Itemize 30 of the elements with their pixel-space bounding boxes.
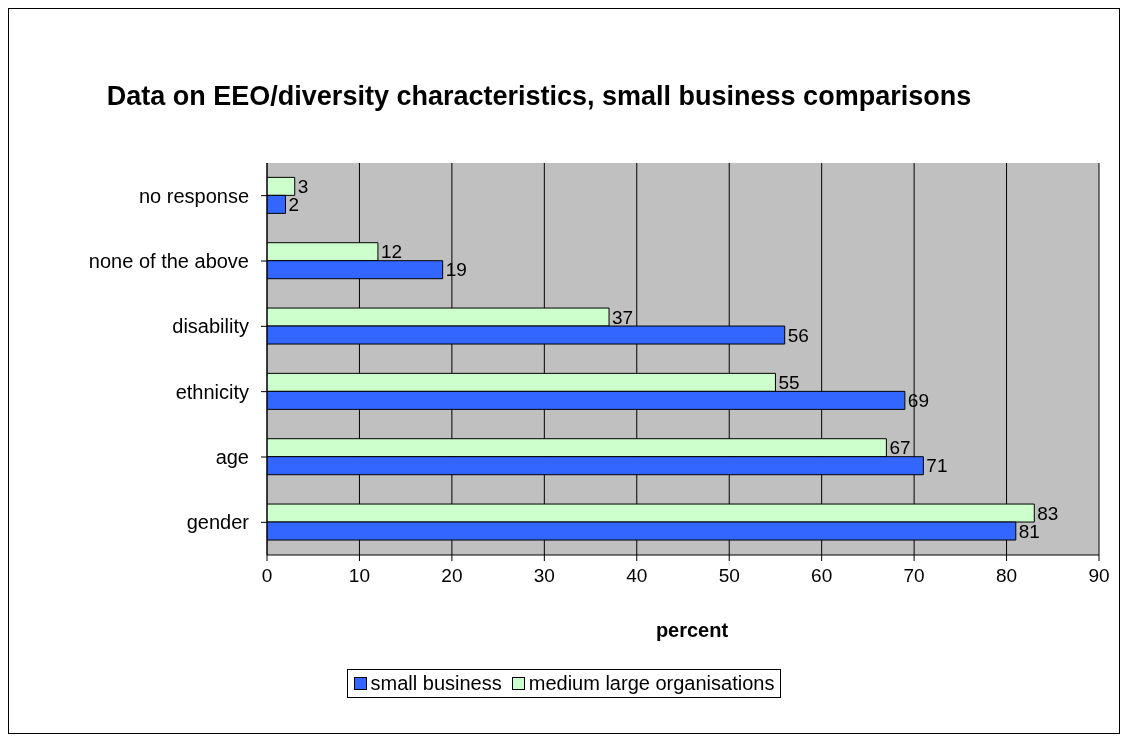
- data-label: 83: [1037, 502, 1059, 524]
- x-tick-label: 20: [441, 565, 463, 587]
- data-label: 56: [787, 324, 809, 346]
- x-tick-label: 30: [533, 565, 555, 587]
- data-label: 81: [1018, 520, 1040, 542]
- chart-title: Data on EEO/diversity characteristics, small business comparisons: [105, 80, 973, 113]
- x-tick-label: 60: [811, 565, 833, 587]
- data-label: 2: [288, 194, 300, 216]
- data-label: 12: [380, 241, 403, 263]
- x-tick-label: 80: [995, 565, 1018, 587]
- data-label: 71: [926, 455, 948, 477]
- x-axis-title: percent: [654, 619, 730, 642]
- x-tick-label: 0: [261, 565, 273, 587]
- y-tick-label: age: [215, 446, 249, 469]
- data-label: 55: [778, 372, 800, 394]
- y-tick-label: ethnicity: [175, 380, 249, 403]
- legend-label: small business: [369, 672, 502, 695]
- x-tick-label: 50: [718, 565, 740, 587]
- y-tick-label: gender: [186, 511, 250, 534]
- data-label: 67: [889, 437, 911, 459]
- x-tick-label: 70: [903, 565, 925, 587]
- x-tick-label: 10: [348, 565, 371, 587]
- legend-label: medium large organisations: [527, 672, 775, 695]
- x-tick-label: 40: [626, 565, 648, 587]
- data-label: 37: [612, 306, 634, 328]
- x-tick-label: 90: [1088, 565, 1110, 587]
- y-tick-label: no response: [138, 184, 249, 207]
- y-tick-label: disability: [172, 315, 249, 338]
- y-tick-label: none of the above: [88, 250, 249, 273]
- data-label: 3: [297, 176, 309, 198]
